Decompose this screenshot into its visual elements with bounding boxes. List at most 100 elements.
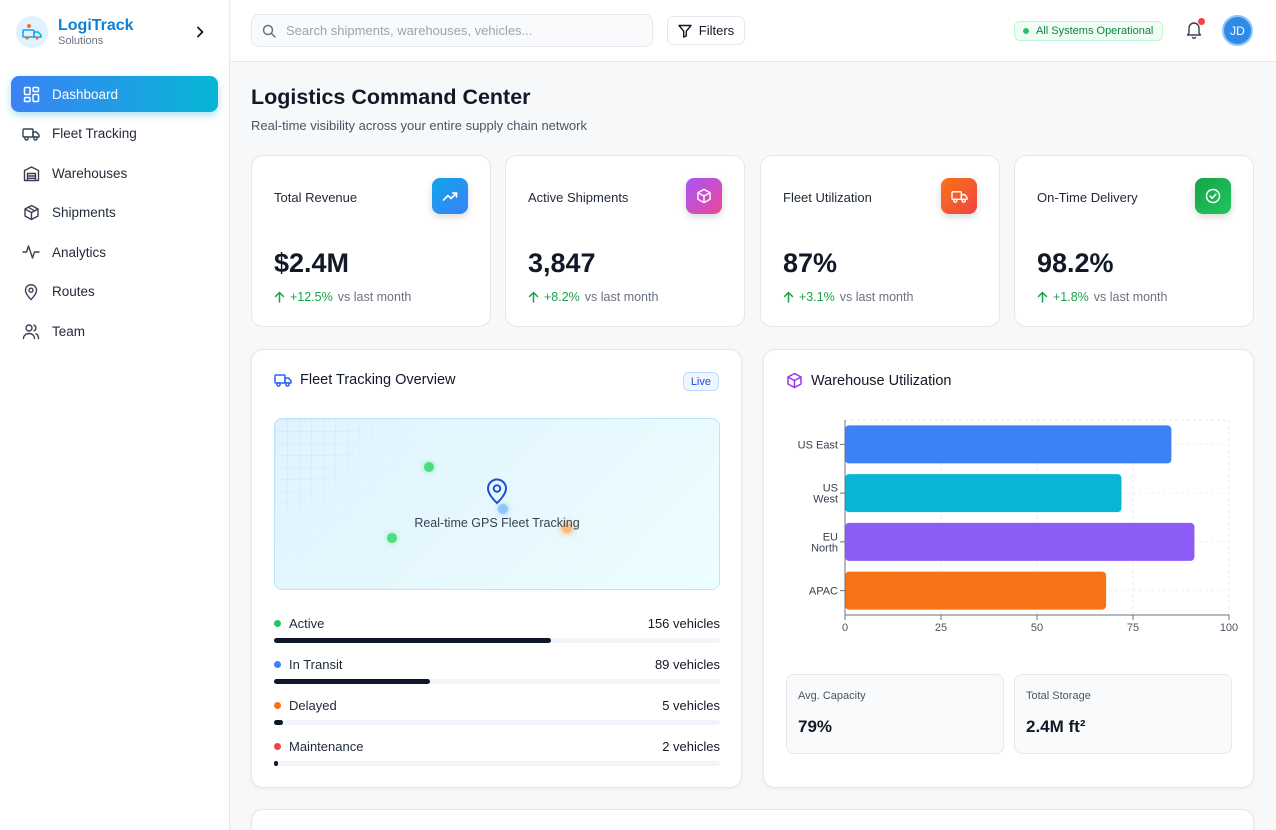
sidebar-item-label: Team: [52, 323, 86, 339]
sidebar-item-warehouses[interactable]: Warehouses: [11, 155, 218, 191]
avatar[interactable]: JD: [1222, 15, 1253, 46]
kpi-value: 87%: [783, 248, 838, 278]
kpi-change: +1.8%: [1053, 290, 1089, 304]
x-tick-label: 100: [1220, 622, 1238, 634]
notifications-button[interactable]: [1185, 18, 1205, 40]
fleet-panel-title: Fleet Tracking Overview: [300, 372, 456, 388]
kpi-card-on-time: On-Time Delivery 98.2% +1.8% vs last mon…: [1014, 155, 1254, 327]
brand-name: LogiTrack: [58, 17, 134, 34]
kpi-change: +3.1%: [799, 290, 835, 304]
progress-track: [274, 761, 720, 766]
search-icon: [262, 24, 276, 38]
chevron-right-icon[interactable]: [193, 24, 207, 40]
sidebar-item-shipments[interactable]: Shipments: [11, 195, 218, 231]
kpi-trend: +8.2% vs last month: [528, 290, 658, 304]
fleet-map[interactable]: Real-time GPS Fleet Tracking: [274, 418, 720, 590]
page-subtitle: Real-time visibility across your entire …: [251, 118, 587, 133]
arrow-up-icon: [1037, 291, 1048, 303]
kpi-compare: vs last month: [1093, 290, 1168, 304]
dashboard-grid-icon: [22, 85, 40, 103]
warehouse-icon: [22, 164, 40, 182]
kpi-card-revenue: Total Revenue $2.4M +12.5% vs last month: [251, 155, 491, 327]
vehicle-marker[interactable]: [424, 462, 434, 472]
progress-fill: [274, 761, 279, 766]
kpi-value: 98.2%: [1037, 248, 1114, 278]
fleet-status-maintenance: Maintenance 2 vehicles: [274, 738, 720, 766]
status-dot: [1023, 28, 1029, 34]
kpi-compare: vs last month: [337, 290, 412, 304]
map-pin-icon: [485, 477, 509, 510]
y-tick-label: EU North: [811, 531, 838, 554]
bell-icon: [1186, 22, 1202, 39]
avg-capacity-card: Avg. Capacity 79%: [786, 674, 1004, 754]
search-input[interactable]: [286, 23, 636, 38]
vehicle-marker[interactable]: [498, 504, 508, 514]
kpi-label: Fleet Utilization: [783, 190, 872, 205]
kpi-compare: vs last month: [584, 290, 659, 304]
arrow-up-icon: [783, 291, 794, 303]
kpi-card-shipments: Active Shipments 3,847 +8.2% vs last mon…: [505, 155, 745, 327]
kpi-label: On-Time Delivery: [1037, 190, 1138, 205]
y-tick-label: US West: [813, 483, 838, 506]
bar: [845, 425, 1172, 464]
trending-up-icon: [432, 178, 468, 214]
kpi-trend: +12.5% vs last month: [274, 290, 411, 304]
sidebar-item-team[interactable]: Team: [11, 313, 218, 349]
vehicle-marker[interactable]: [562, 523, 572, 533]
status-dot: [274, 742, 281, 750]
filters-label: Filters: [698, 23, 735, 38]
panel-title: Warehouse Utilization: [786, 372, 952, 389]
sidebar: LogiTrack Solutions Dashboard Fleet Trac…: [0, 0, 230, 830]
status-dot: [274, 701, 281, 709]
map-pin-icon: [22, 283, 40, 301]
status-dot: [274, 660, 281, 668]
map-label: Real-time GPS Fleet Tracking: [414, 516, 580, 530]
sidebar-item-routes[interactable]: Routes: [11, 274, 218, 310]
fleet-status-count: 89 vehicles: [654, 656, 720, 672]
filter-icon: [678, 24, 692, 38]
recent-activity-panel: [251, 809, 1254, 830]
sidebar-item-label: Fleet Tracking: [52, 126, 137, 141]
progress-track: [274, 720, 720, 725]
kpi-label: Active Shipments: [528, 190, 629, 205]
progress-track: [274, 679, 720, 684]
y-tick-label: APAC: [809, 586, 838, 598]
kpi-compare: vs last month: [839, 290, 914, 304]
sidebar-item-analytics[interactable]: Analytics: [11, 234, 218, 270]
warehouse-utilization-panel: Warehouse Utilization US East US West EU Nor…: [763, 349, 1254, 788]
fleet-status-name: Active: [289, 615, 325, 631]
notification-dot: [1198, 18, 1205, 25]
sidebar-item-dashboard[interactable]: Dashboard: [11, 76, 218, 112]
stat-value: 2.4M ft²: [1026, 717, 1086, 736]
fleet-status-name: Delayed: [289, 697, 337, 713]
truck-icon: [274, 372, 292, 388]
sidebar-item-fleet-tracking[interactable]: Fleet Tracking: [11, 116, 218, 152]
progress-fill: [274, 638, 551, 643]
kpi-trend: +3.1% vs last month: [783, 290, 913, 304]
search-box[interactable]: [251, 14, 653, 47]
sidebar-item-label: Warehouses: [52, 165, 128, 181]
y-tick-label: US East: [798, 439, 838, 451]
warehouse-panel-title: Warehouse Utilization: [811, 372, 952, 389]
fleet-status-delayed: Delayed 5 vehicles: [274, 697, 720, 725]
vehicle-marker[interactable]: [387, 533, 397, 543]
sidebar-item-label: Routes: [52, 284, 95, 299]
stat-value: 79%: [798, 717, 833, 736]
kpi-value: 3,847: [528, 248, 596, 278]
warehouse-chart-svg: US East US West EU North APAC 0 25 50 75 100: [798, 419, 1238, 634]
fleet-status-name: Maintenance: [289, 738, 364, 754]
sidebar-item-label: Dashboard: [52, 86, 119, 102]
filters-button[interactable]: Filters: [667, 16, 745, 45]
fleet-status-name: In Transit: [289, 656, 343, 672]
brand[interactable]: LogiTrack Solutions: [0, 0, 229, 64]
package-icon: [22, 204, 40, 222]
package-icon: [686, 178, 722, 214]
users-icon: [22, 322, 40, 340]
progress-fill: [274, 679, 431, 684]
sidebar-nav: Dashboard Fleet Tracking Warehouses Ship…: [11, 76, 218, 353]
fleet-status-count: 5 vehicles: [662, 697, 720, 713]
x-tick-label: 75: [1127, 622, 1139, 634]
truck-icon: [941, 178, 977, 214]
live-badge: Live: [682, 372, 719, 391]
x-tick-label: 0: [842, 622, 848, 634]
